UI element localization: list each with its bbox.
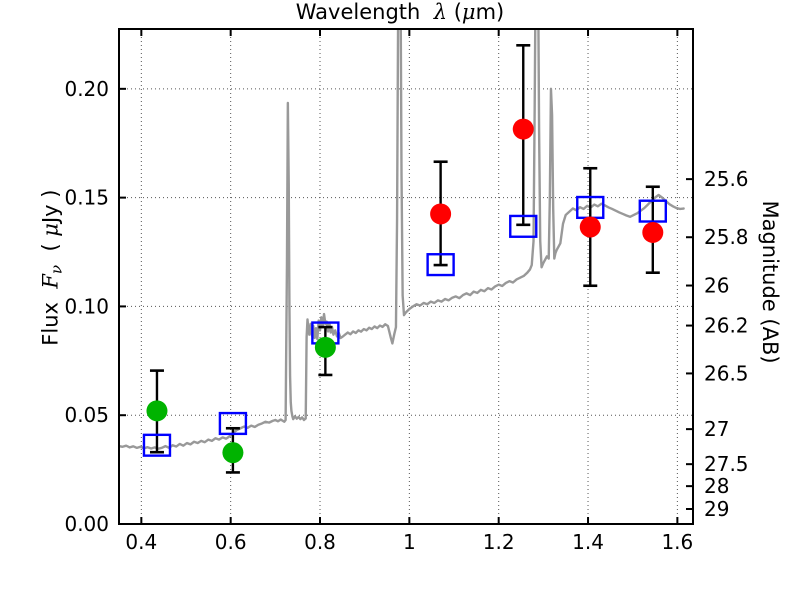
y-tick-label: 0.05: [64, 403, 109, 427]
plot-area-background: [119, 29, 693, 524]
y-axis-tick-labels: 0.00 0.05 0.10 0.15 0.20: [64, 77, 109, 536]
x-axis-label: Wavelength λ (μm): [295, 0, 505, 24]
photometry-point-markers-group: [146, 118, 664, 464]
y2-tick-label: 26: [704, 274, 729, 298]
y2-axis-label: Magnitude (AB): [758, 200, 782, 364]
x-tick-label: 1.2: [483, 530, 515, 554]
x-tick-label: 1.4: [572, 530, 604, 554]
y2-axis-label-wrapper: Magnitude (AB): [758, 0, 782, 582]
x-tick-label: 0.6: [215, 530, 247, 554]
x-axis-tick-labels: 0.4 0.6 0.8 1 1.2 1.4 1.6: [125, 530, 693, 554]
y-tick-label: 0.10: [64, 294, 109, 318]
x-tick-label: 0.8: [304, 530, 336, 554]
x-axis-label-wrapper: Wavelength λ (μm): [0, 0, 800, 24]
y2-tick-label: 26.2: [704, 314, 749, 338]
y-tick-label: 0.15: [64, 186, 109, 210]
y-axis-label: Flux Fν ( μJy ): [38, 189, 66, 346]
x-axis-ticks: [140, 29, 679, 524]
y2-tick-label: 29: [704, 497, 729, 521]
x-tick-label: 0.4: [125, 530, 157, 554]
y2-tick-label: 26.5: [704, 361, 749, 385]
y2-axis-ticks: [686, 178, 693, 510]
y-axis-ticks: [119, 87, 126, 525]
y2-tick-label: 25.8: [704, 225, 749, 249]
x-tick-label: 1: [403, 530, 416, 554]
y2-tick-label: 25.6: [704, 167, 749, 191]
plot-frame-border: [118, 28, 694, 525]
model-square-markers-group: [142, 195, 667, 457]
y2-tick-label: 27.5: [704, 452, 749, 476]
grid-lines-vertical: [140, 29, 678, 524]
x-tick-label: 1.6: [661, 530, 693, 554]
y2-tick-label: 28: [704, 474, 729, 498]
y-axis-label-wrapper: Flux Fν ( μJy ): [38, 0, 65, 568]
y-tick-label: 0.20: [64, 77, 109, 101]
y-tick-label: 0.00: [64, 512, 109, 536]
y2-tick-label: 27: [704, 417, 729, 441]
